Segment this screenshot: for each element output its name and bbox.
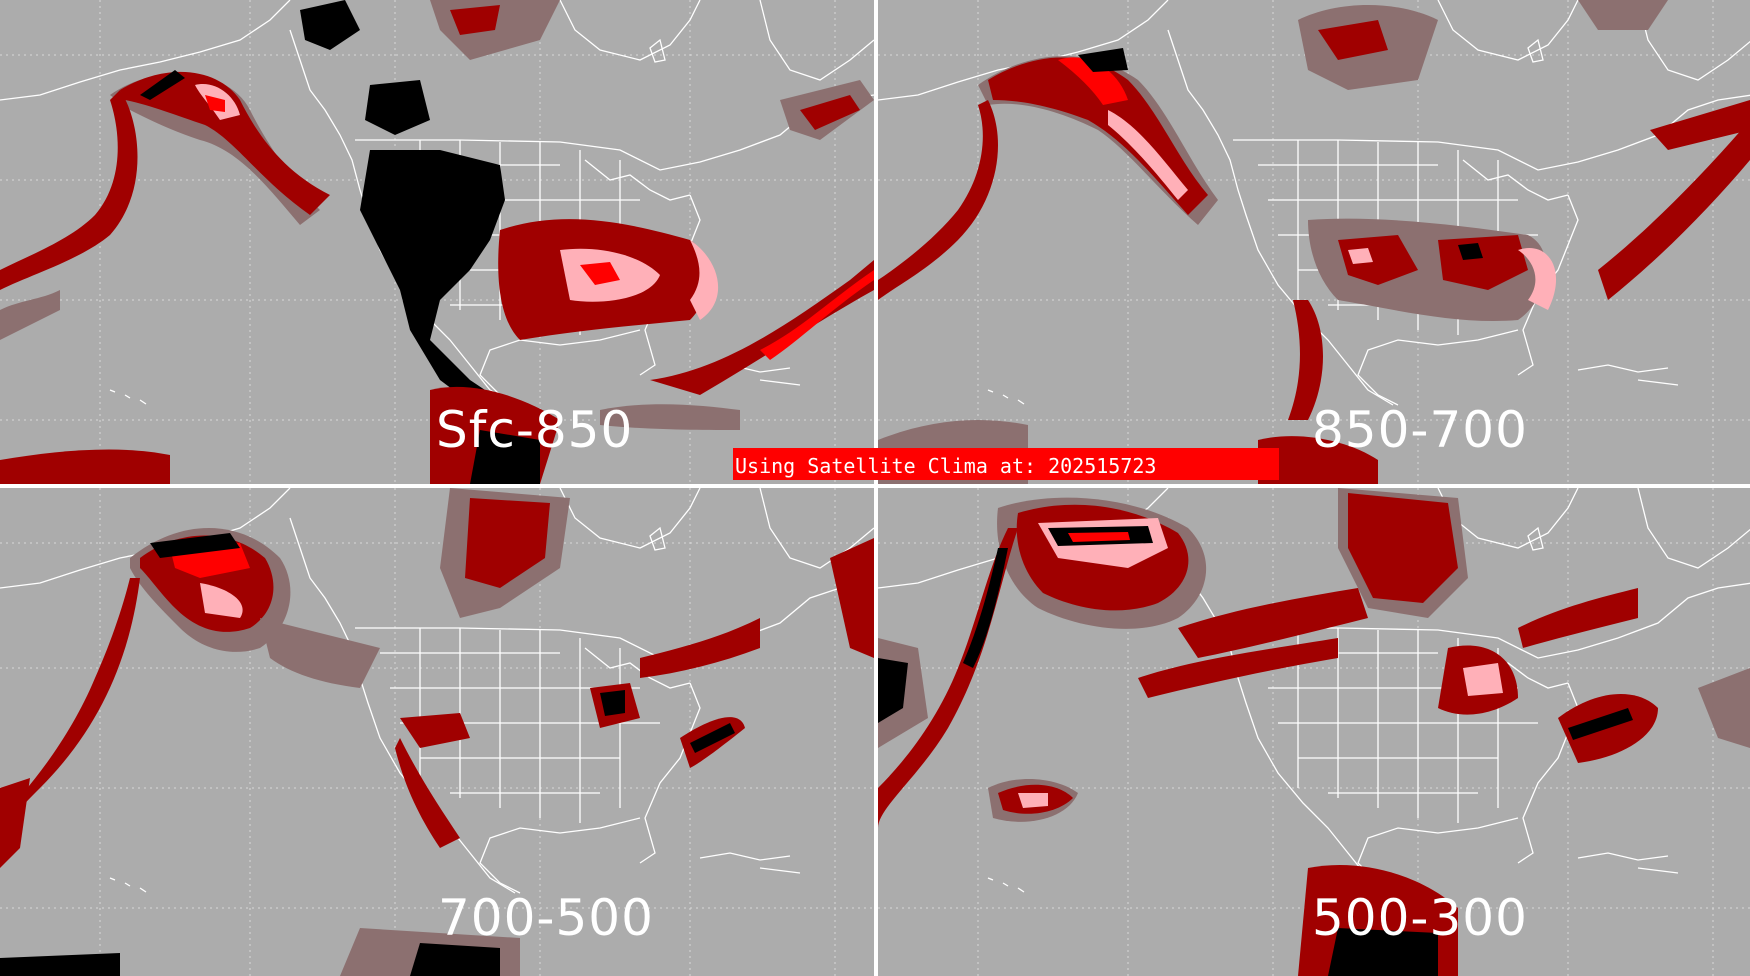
- map-panel-700-500: 700-500: [0, 488, 874, 976]
- layer-label: 700-500: [438, 889, 654, 947]
- map-layer: [878, 0, 1750, 484]
- map-panel-850-700: 850-700: [878, 0, 1750, 484]
- climatology-banner: Using Satellite Clima at: 202515723: [733, 448, 1279, 480]
- layer-label: Sfc-850: [436, 401, 634, 459]
- map-layer: [0, 488, 874, 976]
- map-panel-sfc-850: Sfc-850: [0, 0, 874, 484]
- panel-divider-vertical: [874, 0, 878, 976]
- layer-label: 850-700: [1312, 401, 1528, 459]
- layer-label: 500-300: [1312, 889, 1528, 947]
- map-layer: [878, 488, 1750, 976]
- panel-divider-horizontal: [0, 484, 1750, 488]
- map-panel-500-300: 500-300: [878, 488, 1750, 976]
- map-layer: [0, 0, 874, 484]
